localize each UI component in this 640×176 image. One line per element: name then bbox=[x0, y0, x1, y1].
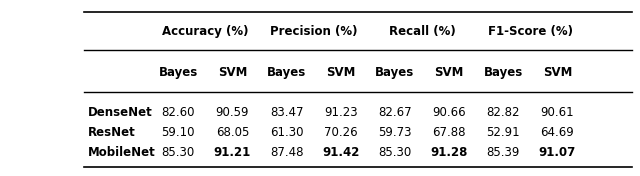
Text: 90.61: 90.61 bbox=[541, 106, 574, 119]
Text: ResNet: ResNet bbox=[88, 126, 135, 139]
Text: SVM: SVM bbox=[435, 66, 464, 79]
Text: 82.82: 82.82 bbox=[486, 106, 520, 119]
Text: 70.26: 70.26 bbox=[324, 126, 358, 139]
Text: 91.28: 91.28 bbox=[430, 146, 468, 159]
Text: Recall (%): Recall (%) bbox=[388, 25, 455, 38]
Text: SVM: SVM bbox=[543, 66, 572, 79]
Text: 91.21: 91.21 bbox=[214, 146, 251, 159]
Text: 52.91: 52.91 bbox=[486, 126, 520, 139]
Text: Accuracy (%): Accuracy (%) bbox=[162, 25, 248, 38]
Text: MobileNet: MobileNet bbox=[88, 146, 155, 159]
Text: 59.10: 59.10 bbox=[161, 126, 195, 139]
Text: Bayes: Bayes bbox=[159, 66, 198, 79]
Text: 59.73: 59.73 bbox=[378, 126, 412, 139]
Text: 91.42: 91.42 bbox=[322, 146, 360, 159]
Text: 85.30: 85.30 bbox=[161, 146, 195, 159]
Text: Bayes: Bayes bbox=[375, 66, 415, 79]
Text: 85.30: 85.30 bbox=[378, 146, 412, 159]
Text: 83.47: 83.47 bbox=[270, 106, 303, 119]
Text: Bayes: Bayes bbox=[484, 66, 523, 79]
Text: Bayes: Bayes bbox=[267, 66, 306, 79]
Text: 85.39: 85.39 bbox=[486, 146, 520, 159]
Text: 91.23: 91.23 bbox=[324, 106, 358, 119]
Text: SVM: SVM bbox=[326, 66, 355, 79]
Text: 64.69: 64.69 bbox=[541, 126, 574, 139]
Text: 82.67: 82.67 bbox=[378, 106, 412, 119]
Text: 87.48: 87.48 bbox=[270, 146, 303, 159]
Text: 67.88: 67.88 bbox=[432, 126, 466, 139]
Text: DenseNet: DenseNet bbox=[88, 106, 152, 119]
Text: Precision (%): Precision (%) bbox=[270, 25, 357, 38]
Text: 90.66: 90.66 bbox=[432, 106, 466, 119]
Text: SVM: SVM bbox=[218, 66, 247, 79]
Text: 90.59: 90.59 bbox=[216, 106, 249, 119]
Text: 91.07: 91.07 bbox=[539, 146, 576, 159]
Text: 68.05: 68.05 bbox=[216, 126, 249, 139]
Text: 61.30: 61.30 bbox=[270, 126, 303, 139]
Text: F1-Score (%): F1-Score (%) bbox=[488, 25, 573, 38]
Text: 82.60: 82.60 bbox=[161, 106, 195, 119]
